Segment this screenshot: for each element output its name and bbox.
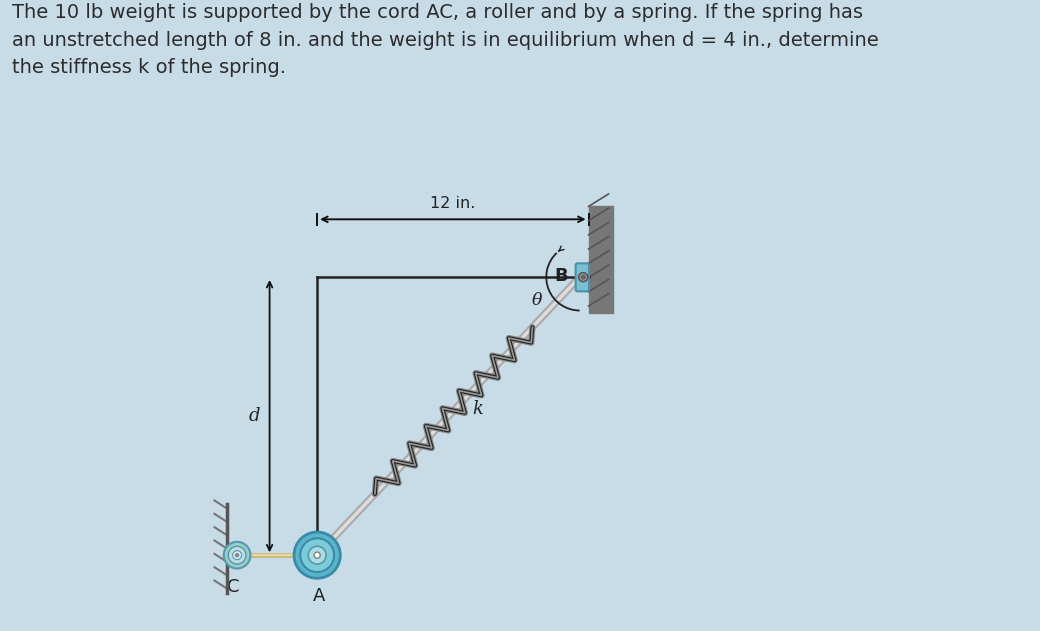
Circle shape: [301, 538, 334, 572]
Text: B: B: [554, 268, 568, 285]
Circle shape: [235, 553, 238, 557]
Text: k: k: [472, 399, 484, 418]
Text: A: A: [313, 587, 326, 605]
Circle shape: [224, 542, 251, 569]
Text: C: C: [228, 578, 240, 596]
Circle shape: [294, 532, 340, 578]
Circle shape: [233, 551, 241, 560]
Circle shape: [308, 546, 327, 564]
Text: θ: θ: [532, 292, 543, 309]
Circle shape: [578, 273, 588, 281]
Text: 12 in.: 12 in.: [431, 196, 475, 211]
Circle shape: [228, 546, 246, 564]
Circle shape: [314, 552, 320, 558]
Circle shape: [315, 553, 318, 557]
Circle shape: [581, 275, 586, 279]
Text: The 10 lb weight is supported by the cord AC, a roller and by a spring. If the s: The 10 lb weight is supported by the cor…: [12, 3, 879, 77]
Text: d: d: [249, 407, 260, 425]
FancyBboxPatch shape: [575, 263, 589, 292]
